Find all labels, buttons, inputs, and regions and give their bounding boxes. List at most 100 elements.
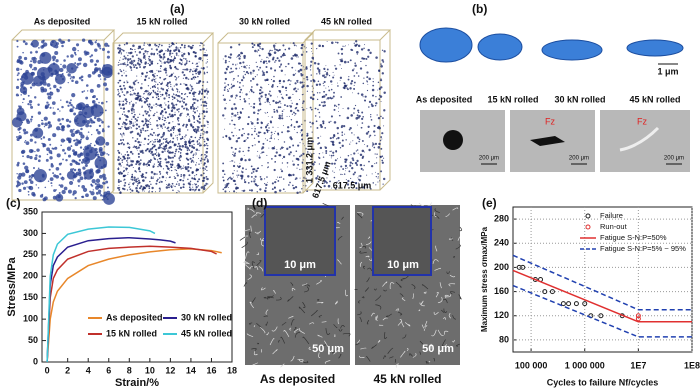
pore xyxy=(20,69,22,71)
pore xyxy=(43,145,45,147)
pore xyxy=(261,148,263,150)
pore xyxy=(242,61,244,63)
pore xyxy=(352,140,353,141)
pore xyxy=(196,149,198,151)
pore xyxy=(180,47,182,49)
pore xyxy=(289,146,291,148)
pore xyxy=(296,132,297,133)
pore xyxy=(281,131,283,133)
pore xyxy=(353,88,355,90)
pore xyxy=(153,78,154,79)
pore xyxy=(354,62,356,64)
pore xyxy=(74,52,76,54)
pore xyxy=(90,143,91,144)
pore xyxy=(119,48,121,50)
pore xyxy=(167,127,169,129)
pore xyxy=(102,64,114,76)
pore xyxy=(342,168,344,170)
pore xyxy=(130,164,133,167)
pore xyxy=(149,190,150,191)
pore xyxy=(261,87,262,88)
pore xyxy=(289,131,290,132)
pore xyxy=(21,150,25,154)
pore xyxy=(266,155,267,156)
pore xyxy=(163,123,165,125)
pore xyxy=(261,91,263,93)
pore xyxy=(183,101,185,103)
pore xyxy=(36,148,39,151)
pore xyxy=(272,134,273,135)
pore xyxy=(39,52,51,64)
pore xyxy=(118,152,120,154)
pore xyxy=(309,121,311,123)
pore xyxy=(165,104,166,105)
pore xyxy=(142,180,143,181)
pore xyxy=(137,178,138,179)
pore xyxy=(381,132,383,134)
pore xyxy=(349,144,350,145)
pore xyxy=(207,59,208,60)
pore xyxy=(256,66,258,68)
pore xyxy=(296,56,297,57)
pore xyxy=(23,40,26,43)
pore xyxy=(166,171,168,173)
pore xyxy=(17,128,20,131)
pore xyxy=(379,180,380,181)
pore xyxy=(172,151,174,153)
pore xyxy=(159,171,161,173)
pore xyxy=(355,40,357,42)
pore xyxy=(225,86,226,87)
pore xyxy=(184,64,186,66)
legend-swatch xyxy=(586,225,590,229)
pore xyxy=(158,117,161,120)
pore xyxy=(311,48,312,49)
pore xyxy=(202,85,203,86)
pore xyxy=(269,141,270,142)
pore xyxy=(24,57,27,60)
pore xyxy=(229,177,231,179)
pore xyxy=(253,168,255,170)
pore xyxy=(206,170,207,171)
pore xyxy=(202,60,203,61)
pore xyxy=(186,124,188,126)
pore xyxy=(190,181,191,182)
pore xyxy=(379,156,381,158)
pore xyxy=(340,96,342,98)
pore xyxy=(325,94,327,96)
pore xyxy=(198,121,200,123)
pore xyxy=(136,98,138,100)
pore xyxy=(233,71,234,72)
pore xyxy=(82,167,85,170)
pore xyxy=(352,92,353,93)
pore xyxy=(296,192,298,194)
pore xyxy=(223,59,224,60)
pore xyxy=(306,51,308,53)
pore xyxy=(98,102,100,104)
pore xyxy=(66,101,69,104)
pore xyxy=(273,109,275,111)
pore xyxy=(299,142,300,143)
pore xyxy=(349,87,351,89)
pore xyxy=(182,136,183,137)
pore xyxy=(222,170,224,172)
pore xyxy=(274,49,276,51)
pore xyxy=(131,176,133,178)
pore xyxy=(127,55,128,56)
pore xyxy=(28,191,30,193)
pore xyxy=(190,84,191,85)
pore xyxy=(206,103,208,105)
pore xyxy=(172,88,174,90)
pore xyxy=(60,177,62,179)
pore xyxy=(121,154,122,155)
pore xyxy=(232,173,234,175)
label: 4 xyxy=(86,365,91,375)
pore xyxy=(274,133,275,134)
pore xyxy=(365,96,367,98)
pore xyxy=(87,90,88,91)
pore xyxy=(186,62,188,64)
pore xyxy=(295,113,297,115)
pore xyxy=(155,84,156,85)
pore xyxy=(375,102,377,104)
pore xyxy=(206,72,208,74)
pore xyxy=(274,191,277,194)
